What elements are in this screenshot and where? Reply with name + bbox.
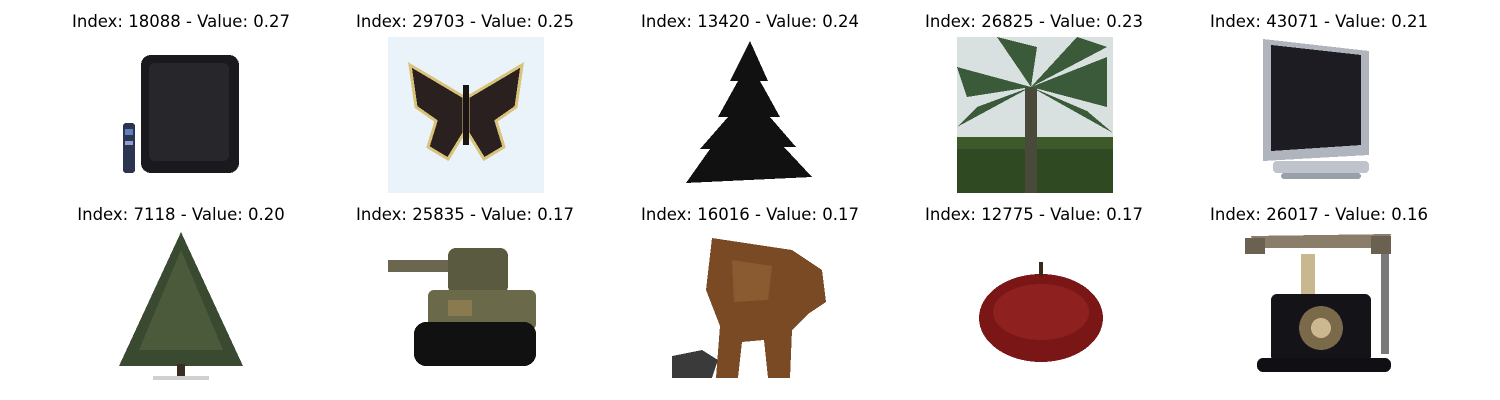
panel-title: Index: 25835 - Value: 0.17 xyxy=(355,205,575,224)
panel-title: Index: 13420 - Value: 0.24 xyxy=(640,12,860,31)
panel-title: Index: 12775 - Value: 0.17 xyxy=(924,205,1144,224)
pine-tree-image xyxy=(672,37,828,193)
panel-title: Index: 26825 - Value: 0.23 xyxy=(924,12,1144,31)
telephone-image xyxy=(1241,230,1397,386)
conifer-image xyxy=(103,230,259,386)
monitor-image xyxy=(1241,37,1397,193)
panel-title: Index: 43071 - Value: 0.21 xyxy=(1209,12,1429,31)
panel-title: Index: 16016 - Value: 0.17 xyxy=(640,205,860,224)
panel-title: Index: 18088 - Value: 0.27 xyxy=(71,12,291,31)
apple-image xyxy=(957,230,1113,386)
tv-image xyxy=(103,37,259,193)
panel-title: Index: 7118 - Value: 0.20 xyxy=(77,205,285,224)
panel-title: Index: 26017 - Value: 0.16 xyxy=(1209,205,1429,224)
butterfly-image xyxy=(388,37,544,193)
palm-tree-image xyxy=(957,37,1113,193)
tank-image xyxy=(388,230,544,386)
bear-image xyxy=(672,230,828,386)
panel-title: Index: 29703 - Value: 0.25 xyxy=(355,12,575,31)
